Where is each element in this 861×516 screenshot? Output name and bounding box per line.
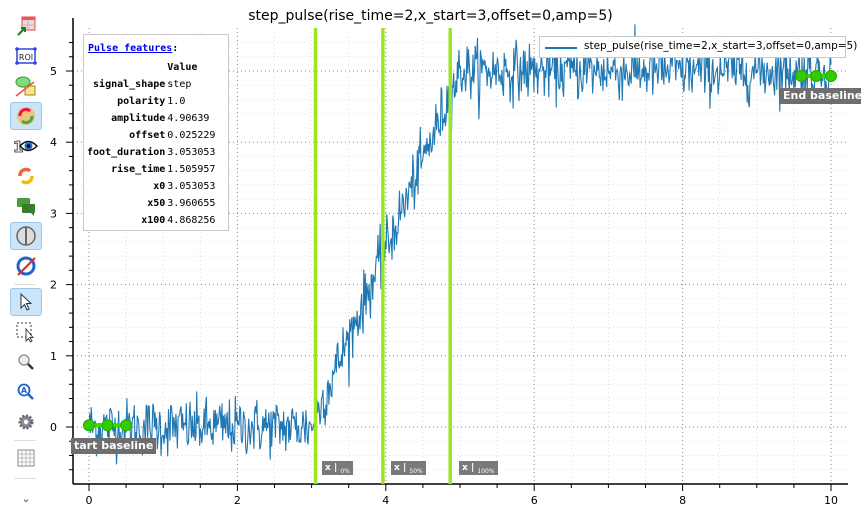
zoom-button[interactable] bbox=[10, 348, 42, 376]
legend-label: step_pulse(rise_time=2,x_start=3,offset=… bbox=[584, 40, 858, 52]
toolbar-separator bbox=[14, 478, 36, 479]
no-curve-button[interactable] bbox=[10, 252, 42, 280]
feature-key: amplitude bbox=[111, 113, 166, 124]
select-rect-icon bbox=[16, 322, 34, 343]
feature-value: 4.90639 bbox=[167, 113, 210, 124]
legend[interactable]: step_pulse(rise_time=2,x_start=3,offset=… bbox=[539, 36, 857, 58]
feature-value: 0.025229 bbox=[167, 130, 216, 141]
refresh-compute-icon bbox=[17, 107, 35, 125]
svg-text:1: 1 bbox=[13, 138, 23, 156]
grid-button[interactable] bbox=[10, 444, 42, 472]
baseline-handle[interactable] bbox=[120, 419, 133, 432]
y-tick-label: 0 bbox=[50, 421, 57, 434]
feature-key: x0 bbox=[153, 181, 166, 192]
feature-row: x0 3.053053 bbox=[86, 178, 216, 195]
features-title-link[interactable]: Pulse features bbox=[88, 43, 173, 54]
feature-row: x100 4.868256 bbox=[86, 212, 216, 229]
contrast-icon bbox=[16, 226, 36, 246]
export-table-button[interactable] bbox=[10, 12, 42, 40]
expand-chevron-icon: ⌄ bbox=[21, 491, 31, 505]
x-tick-label: 4 bbox=[382, 494, 389, 507]
settings-button[interactable] bbox=[10, 408, 42, 436]
eye-1-icon: 1 bbox=[13, 138, 39, 156]
autoscale-icon: A bbox=[17, 383, 34, 400]
x-tick-label: 0 bbox=[86, 494, 93, 507]
y-tick-label: 2 bbox=[50, 279, 57, 292]
svg-text:ROI: ROI bbox=[19, 53, 33, 62]
feature-value: 1.0 bbox=[167, 96, 186, 107]
feature-row: amplitude 4.90639 bbox=[86, 110, 216, 127]
x0-cursor-label[interactable]: x | 0% bbox=[322, 461, 353, 475]
select-rect-button[interactable] bbox=[10, 318, 42, 346]
baseline-handle[interactable] bbox=[825, 69, 837, 82]
eye-1-button[interactable]: 1 bbox=[10, 132, 42, 160]
y-tick-label: 1 bbox=[50, 350, 57, 363]
contrast-button[interactable] bbox=[10, 222, 42, 250]
signal-curve bbox=[88, 24, 832, 465]
refresh-compute-button[interactable] bbox=[10, 102, 42, 130]
feature-value: 3.053053 bbox=[167, 147, 216, 158]
plot-toolbar: ROI 1 A ⌄ bbox=[0, 0, 50, 516]
sync-button[interactable] bbox=[10, 162, 42, 190]
feature-row: rise_time 1.505957 bbox=[86, 161, 216, 178]
export-table-icon bbox=[17, 16, 36, 36]
toolbar-separator bbox=[14, 284, 36, 285]
settings-gear-icon bbox=[18, 414, 34, 430]
value-column-header: Value bbox=[167, 62, 198, 73]
end-baseline-label[interactable]: End baseline bbox=[780, 88, 861, 104]
autoscale-button[interactable]: A bbox=[10, 378, 42, 406]
comments-button[interactable] bbox=[10, 192, 42, 220]
y-tick-label: 5 bbox=[50, 65, 57, 78]
baseline-handle[interactable] bbox=[810, 69, 823, 82]
no-curve-icon bbox=[16, 256, 36, 276]
feature-key: signal_shape bbox=[93, 79, 166, 90]
start-baseline-label[interactable]: tart baseline bbox=[71, 438, 157, 454]
feature-key: polarity bbox=[117, 96, 166, 107]
legend-swatch bbox=[545, 47, 577, 49]
x-tick-label: 8 bbox=[679, 494, 686, 507]
zoom-icon bbox=[18, 354, 34, 370]
baseline-handle[interactable] bbox=[101, 419, 114, 432]
shape-annotation-icon bbox=[15, 76, 36, 97]
feature-value: 4.868256 bbox=[167, 215, 216, 226]
comments-icon bbox=[17, 198, 35, 216]
feature-row: signal_shape step bbox=[86, 76, 216, 93]
y-tick-label: 3 bbox=[50, 207, 57, 220]
baseline-handle[interactable] bbox=[83, 419, 95, 432]
baseline-handle[interactable] bbox=[795, 69, 808, 82]
expand-toolbar-button[interactable]: ⌄ bbox=[10, 486, 42, 510]
chart-title: step_pulse(rise_time=2,x_start=3,offset=… bbox=[248, 8, 613, 24]
feature-row: polarity 1.0 bbox=[86, 93, 216, 110]
feature-value: step bbox=[167, 79, 192, 90]
feature-row: x50 3.960655 bbox=[86, 195, 216, 212]
feature-key: x100 bbox=[141, 215, 166, 226]
toolbar-separator bbox=[14, 440, 36, 441]
x-tick-label: 10 bbox=[824, 494, 838, 507]
x-tick-label: 6 bbox=[531, 494, 538, 507]
feature-value: 3.053053 bbox=[167, 181, 216, 192]
x100-cursor-label[interactable]: x | 100% bbox=[459, 461, 498, 475]
pulse-features-panel[interactable]: Pulse features: Value signal_shape step po… bbox=[83, 34, 229, 231]
sync-icon bbox=[18, 167, 34, 185]
svg-text:A: A bbox=[21, 386, 28, 395]
roi-icon: ROI bbox=[15, 47, 37, 65]
feature-key: foot_duration bbox=[87, 147, 166, 158]
feature-key: rise_time bbox=[111, 164, 166, 175]
x50-cursor-label[interactable]: x | 50% bbox=[391, 461, 426, 475]
features-title: Pulse features: bbox=[88, 43, 179, 54]
features-table: Value signal_shape step polarity 1.0 amplitu… bbox=[86, 59, 216, 229]
feature-key: x50 bbox=[147, 198, 166, 209]
select-arrow-button[interactable] bbox=[10, 288, 42, 316]
select-arrow-icon bbox=[20, 292, 33, 311]
feature-value: 1.505957 bbox=[167, 164, 216, 175]
feature-key: offset bbox=[129, 130, 166, 141]
feature-row: offset 0.025229 bbox=[86, 127, 216, 144]
shape-annotation-button[interactable] bbox=[10, 72, 42, 100]
feature-value: 3.960655 bbox=[167, 198, 216, 209]
roi-button[interactable]: ROI bbox=[10, 42, 42, 70]
grid-icon bbox=[17, 449, 35, 467]
y-tick-label: 4 bbox=[50, 136, 57, 149]
x-tick-label: 2 bbox=[234, 494, 241, 507]
feature-row: foot_duration 3.053053 bbox=[86, 144, 216, 161]
